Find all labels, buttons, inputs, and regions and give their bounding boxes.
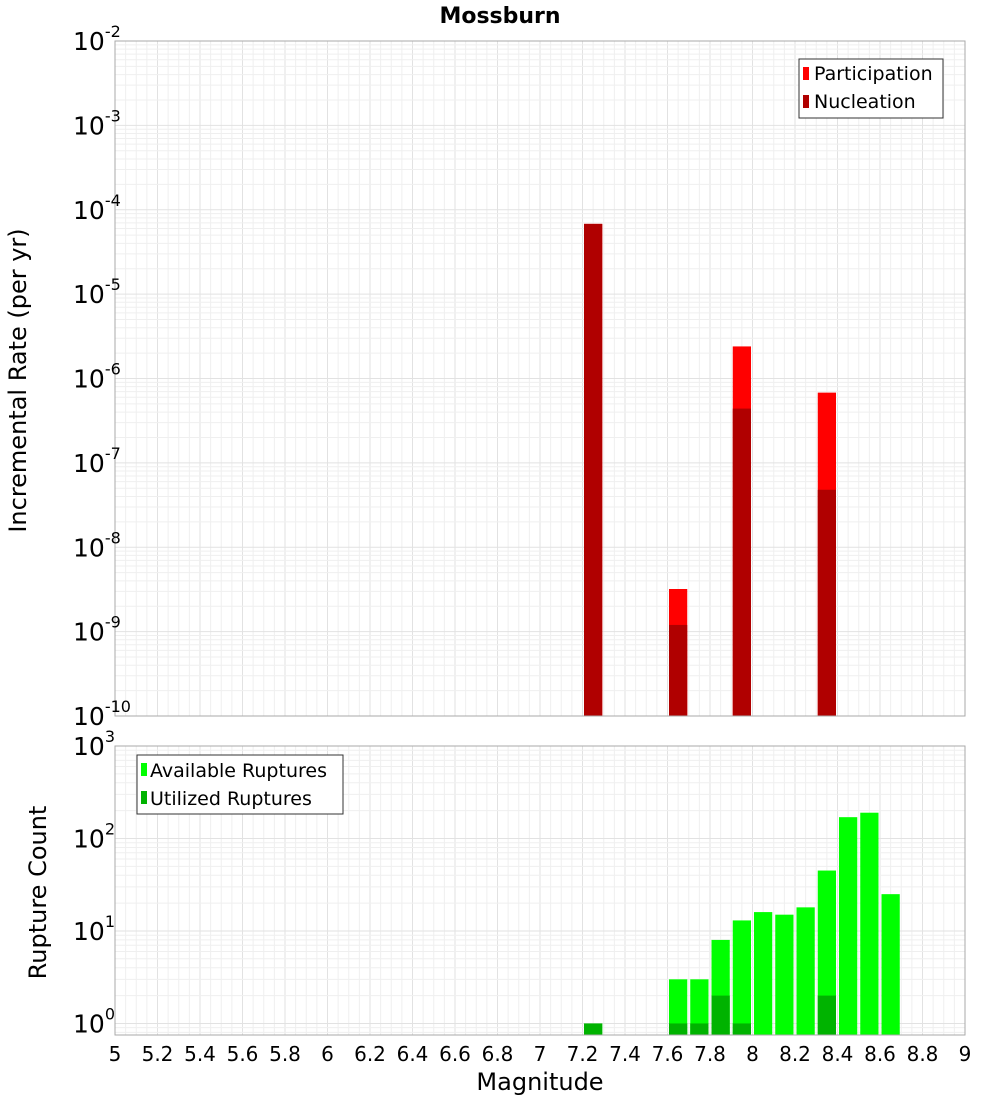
y-tick-label: 10-10 bbox=[73, 697, 131, 731]
x-tick-label: 7.2 bbox=[567, 1042, 599, 1066]
y-tick-label: 102 bbox=[73, 819, 115, 853]
count-y-axis-label: Rupture Count bbox=[24, 806, 52, 980]
legend-label-participation: Participation bbox=[814, 63, 933, 85]
bar-nucleation bbox=[817, 489, 836, 716]
bar-utilized-ruptures bbox=[584, 1023, 603, 1035]
bar-available-ruptures bbox=[860, 812, 879, 1035]
legend-swatch-utilized bbox=[141, 791, 147, 804]
x-tick-label: 5 bbox=[109, 1042, 122, 1066]
count-legend: Available Ruptures Utilized Ruptures bbox=[136, 754, 344, 815]
x-tick-labels: 5 5.2 5.4 5.6 5.8 6 6.2 6.4 6.6 6.8 7 7.2 7.4 7.6 7.8 8… bbox=[109, 1042, 972, 1066]
x-tick-label: 5.6 bbox=[227, 1042, 259, 1066]
x-tick-label: 6 bbox=[321, 1042, 334, 1066]
legend-label-available: Available Ruptures bbox=[150, 760, 327, 782]
bar-nucleation bbox=[669, 624, 688, 716]
bar-utilized-ruptures bbox=[732, 1023, 751, 1035]
x-tick-label: 6.4 bbox=[397, 1042, 429, 1066]
x-tick-label: 8.4 bbox=[822, 1042, 854, 1066]
count-y-ticks: 100 101 102 103 bbox=[73, 727, 115, 1038]
bar-available-ruptures bbox=[690, 979, 709, 1035]
bar-nucleation bbox=[732, 408, 751, 716]
bar-available-ruptures bbox=[732, 920, 751, 1035]
x-tick-label: 8.2 bbox=[779, 1042, 811, 1066]
rate-bars bbox=[584, 223, 836, 716]
x-tick-label: 7.4 bbox=[609, 1042, 641, 1066]
rate-legend: Participation Nucleation bbox=[798, 58, 944, 119]
bar-available-ruptures bbox=[775, 914, 794, 1035]
rate-grid bbox=[114, 40, 966, 717]
bar-available-ruptures bbox=[839, 817, 858, 1035]
count-legend-box bbox=[136, 754, 344, 815]
x-tick-label: 6.8 bbox=[482, 1042, 514, 1066]
bar-utilized-ruptures bbox=[817, 995, 836, 1035]
bar-utilized-ruptures bbox=[669, 1023, 688, 1035]
bar-available-ruptures bbox=[796, 907, 815, 1035]
x-tick-label: 8.6 bbox=[864, 1042, 896, 1066]
count-bars bbox=[584, 812, 900, 1035]
bar-available-ruptures bbox=[669, 979, 688, 1035]
x-tick-label: 7.8 bbox=[694, 1042, 726, 1066]
y-tick-label: 100 bbox=[73, 1004, 115, 1038]
bar-utilized-ruptures bbox=[690, 1023, 709, 1035]
x-tick-label: 6.6 bbox=[439, 1042, 471, 1066]
bar-available-ruptures bbox=[881, 894, 900, 1035]
x-tick-label: 7.6 bbox=[652, 1042, 684, 1066]
x-tick-label: 8.8 bbox=[907, 1042, 939, 1066]
x-tick-label: 5.2 bbox=[142, 1042, 174, 1066]
count-plot-frame bbox=[114, 745, 966, 1036]
rate-y-ticks: 10-10 10-9 10-8 10-7 10-6 10-5 10-4 10-3 10-2 bbox=[73, 22, 131, 731]
count-panel: 100 101 102 103 Rupture Count Available Rup… bbox=[24, 727, 966, 1038]
y-tick-label: 10-5 bbox=[73, 275, 121, 309]
x-tick-label: 6.2 bbox=[354, 1042, 386, 1066]
y-tick-label: 10-8 bbox=[73, 528, 121, 562]
x-tick-label: 9 bbox=[959, 1042, 972, 1066]
legend-swatch-available bbox=[141, 763, 147, 776]
rate-panel: 10-10 10-9 10-8 10-7 10-6 10-5 10-4 10-3 10-2 In… bbox=[4, 22, 966, 731]
x-tick-label: 8 bbox=[746, 1042, 759, 1066]
bar-available-ruptures bbox=[817, 870, 836, 1035]
legend-swatch-nucleation bbox=[803, 95, 809, 108]
y-tick-label: 10-7 bbox=[73, 444, 121, 478]
rate-plot-frame bbox=[114, 40, 966, 717]
y-tick-label: 10-6 bbox=[73, 360, 121, 394]
bar-utilized-ruptures bbox=[711, 995, 730, 1035]
y-tick-label: 10-2 bbox=[73, 22, 121, 56]
bar-available-ruptures bbox=[754, 912, 773, 1035]
y-tick-label: 10-4 bbox=[73, 191, 121, 225]
bar-nucleation bbox=[584, 223, 603, 716]
y-tick-label: 10-3 bbox=[73, 106, 121, 140]
rate-y-axis-label: Incremental Rate (per yr) bbox=[4, 228, 32, 532]
x-tick-label: 5.4 bbox=[184, 1042, 216, 1066]
y-tick-label: 10-9 bbox=[73, 613, 121, 647]
y-tick-label: 101 bbox=[73, 912, 115, 946]
rate-legend-box bbox=[798, 58, 944, 119]
x-axis-label: Magnitude bbox=[476, 1068, 603, 1096]
y-tick-label: 103 bbox=[73, 727, 115, 761]
legend-swatch-participation bbox=[803, 67, 809, 80]
chart-title: Mossburn bbox=[439, 4, 560, 29]
x-tick-label: 7 bbox=[534, 1042, 547, 1066]
legend-label-nucleation: Nucleation bbox=[814, 91, 916, 113]
legend-label-utilized: Utilized Ruptures bbox=[150, 788, 312, 810]
x-tick-label: 5.8 bbox=[269, 1042, 301, 1066]
